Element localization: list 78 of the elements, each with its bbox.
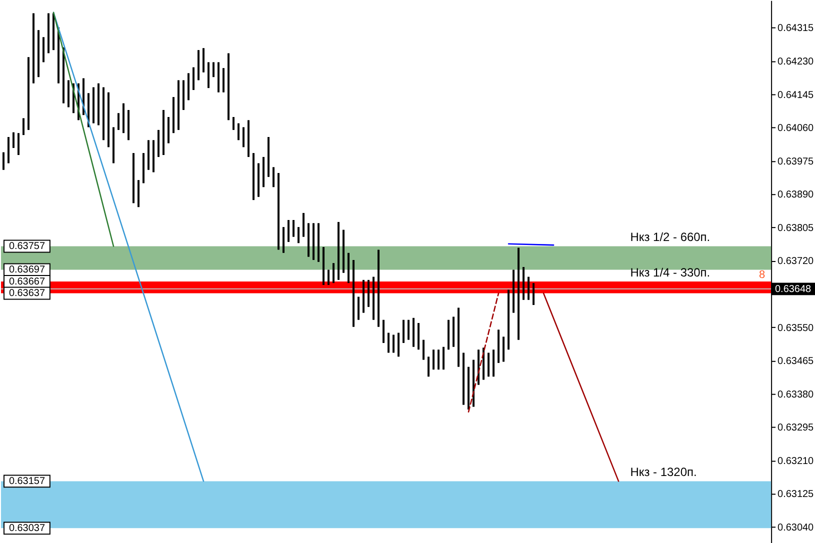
bar bbox=[102, 87, 105, 140]
bar bbox=[288, 220, 290, 242]
band-label: Нкз 1/2 - 660п. bbox=[630, 230, 710, 244]
y-tick-label: 0.63805 bbox=[778, 222, 814, 234]
bar bbox=[168, 117, 170, 144]
bar bbox=[222, 68, 225, 92]
bar bbox=[502, 336, 505, 362]
y-tick-label: 0.64145 bbox=[778, 90, 814, 101]
bar bbox=[498, 330, 500, 363]
bar bbox=[232, 117, 235, 130]
bar bbox=[2, 152, 4, 170]
bar bbox=[162, 110, 165, 156]
annotation: 0.63667 bbox=[8, 276, 46, 288]
y-tick-label: 0.64060 bbox=[778, 123, 814, 134]
bar bbox=[158, 130, 160, 157]
bar bbox=[218, 62, 220, 92]
bar bbox=[228, 53, 230, 120]
bar bbox=[382, 320, 385, 343]
bar bbox=[28, 57, 30, 130]
bar bbox=[442, 346, 445, 370]
bar bbox=[238, 123, 240, 140]
bar bbox=[512, 270, 515, 313]
bar bbox=[518, 248, 520, 340]
y-tick-label: 0.63720 bbox=[778, 256, 814, 268]
band-label: Нкз 1/4 - 330п. bbox=[630, 265, 710, 280]
bar bbox=[298, 227, 300, 244]
bar bbox=[32, 13, 34, 84]
annotation: 0.63037 bbox=[8, 523, 46, 534]
bar bbox=[508, 290, 510, 350]
bar bbox=[142, 153, 145, 184]
bar bbox=[438, 350, 440, 370]
bar bbox=[22, 118, 24, 136]
band-label: Нкз - 1320п. bbox=[630, 465, 697, 480]
bar bbox=[8, 136, 10, 164]
bar bbox=[302, 212, 305, 237]
bar bbox=[282, 227, 285, 253]
bar bbox=[152, 140, 155, 172]
annotation: 0.63757 bbox=[8, 241, 46, 252]
bar bbox=[12, 132, 14, 148]
y-tick-label: 0.63380 bbox=[778, 389, 814, 400]
bar bbox=[212, 62, 215, 78]
bar bbox=[148, 140, 150, 170]
ref-line-label: 0.63648 bbox=[775, 284, 812, 295]
bar bbox=[422, 340, 425, 360]
y-tick-label: 0.63040 bbox=[778, 522, 814, 534]
annotation: 0.63697 bbox=[8, 264, 46, 276]
bar bbox=[308, 223, 310, 257]
y-tick-label: 0.63210 bbox=[778, 456, 814, 467]
bar bbox=[18, 133, 20, 156]
y-tick-label: 0.63125 bbox=[778, 489, 814, 500]
y-tick-label: 0.63465 bbox=[778, 356, 814, 368]
bar bbox=[242, 127, 245, 148]
y-tick-label: 0.63550 bbox=[778, 322, 814, 334]
bar bbox=[312, 223, 315, 260]
bar bbox=[492, 350, 495, 377]
bar bbox=[352, 260, 355, 327]
bar bbox=[362, 280, 365, 313]
bar bbox=[378, 250, 380, 327]
bar bbox=[172, 97, 175, 134]
bar bbox=[368, 280, 370, 307]
bar bbox=[452, 316, 455, 347]
annotation: 0.63637 bbox=[8, 288, 46, 300]
bar bbox=[432, 350, 435, 370]
bar bbox=[448, 320, 450, 350]
bar bbox=[358, 296, 360, 320]
bar bbox=[522, 266, 525, 300]
bar bbox=[372, 276, 375, 320]
y-tick-label: 0.64315 bbox=[778, 23, 814, 34]
y-tick-label: 0.63975 bbox=[778, 156, 814, 168]
y-tick-label: 0.63890 bbox=[778, 190, 814, 201]
annotation: 0.63157 bbox=[8, 476, 46, 488]
y-tick-label: 0.63295 bbox=[778, 422, 814, 434]
annotation: 8 bbox=[759, 268, 766, 281]
bar bbox=[92, 87, 95, 124]
bar bbox=[428, 356, 430, 377]
bar bbox=[292, 220, 295, 237]
y-tick-label: 0.64230 bbox=[778, 56, 814, 68]
bar bbox=[98, 83, 100, 126]
